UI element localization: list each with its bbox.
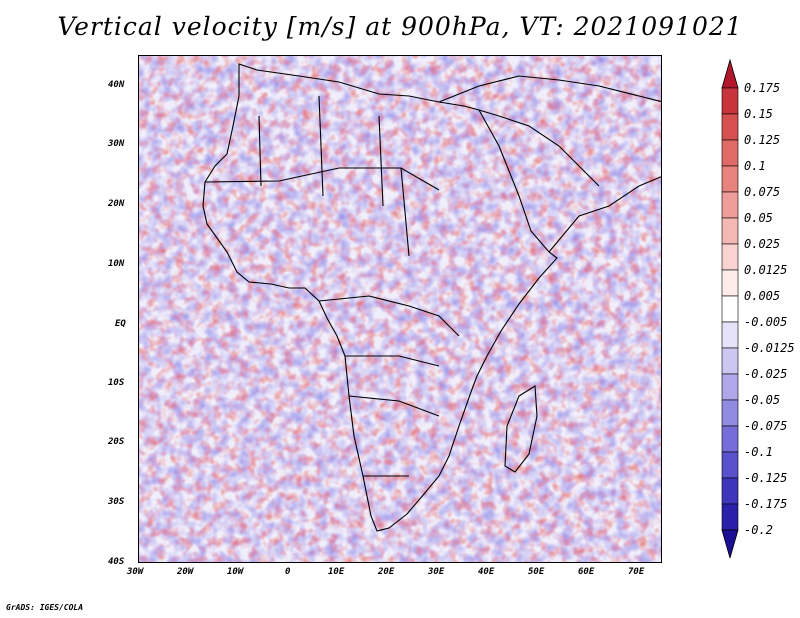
map-panel — [138, 55, 662, 563]
coastlines — [202, 63, 661, 532]
lon-label-10e: 10E — [328, 567, 345, 577]
colorbar-swatch-0 — [721, 58, 739, 89]
colorbar-label-16: -0.175 — [744, 497, 788, 511]
colorbar-label-1: 0.15 — [744, 107, 773, 121]
colorbar-swatch-14 — [721, 425, 739, 453]
colorbar-label-6: 0.025 — [744, 237, 781, 251]
colorbar-label-7: 0.0125 — [744, 263, 788, 277]
lat-label-eq: EQ — [115, 319, 126, 329]
lat-label-10n: 10N — [108, 259, 125, 269]
colorbar-swatch-3 — [721, 139, 739, 167]
lat-label-40n: 40N — [108, 80, 125, 90]
colorbar-swatch-4 — [721, 165, 739, 193]
lon-label-30e: 30E — [428, 567, 445, 577]
lat-label-20n: 20N — [108, 199, 125, 209]
lon-label-20w: 20W — [177, 567, 194, 577]
lon-label-10w: 10W — [227, 567, 244, 577]
colorbar-swatch-5 — [721, 191, 739, 219]
chart-title: Vertical velocity [m/s] at 900hPa, VT: 2… — [57, 12, 743, 41]
colorbar — [721, 58, 739, 558]
colorbar-label-10: -0.0125 — [744, 341, 795, 355]
colorbar-label-3: 0.1 — [744, 159, 766, 173]
lat-label-30n: 30N — [108, 139, 125, 149]
colorbar-swatch-10 — [721, 321, 739, 349]
colorbar-label-12: -0.05 — [744, 393, 781, 407]
lon-label-0: 0 — [285, 567, 291, 577]
colorbar-swatch-12 — [721, 373, 739, 401]
colorbar-label-14: -0.1 — [744, 445, 773, 459]
colorbar-swatch-7 — [721, 243, 739, 271]
colorbar-swatch-15 — [721, 451, 739, 479]
lon-label-50e: 50E — [528, 567, 545, 577]
colorbar-swatch-11 — [721, 347, 739, 375]
lon-label-20e: 20E — [378, 567, 395, 577]
lon-label-60e: 60E — [578, 567, 595, 577]
vertical-velocity-field — [139, 56, 661, 562]
colorbar-label-2: 0.125 — [744, 133, 781, 147]
lon-label-40e: 40E — [478, 567, 495, 577]
colorbar-label-13: -0.075 — [744, 419, 788, 433]
lat-label-20s: 20S — [108, 437, 125, 447]
lat-label-30s: 30S — [108, 497, 125, 507]
colorbar-label-11: -0.025 — [744, 367, 788, 381]
lat-label-10s: 10S — [108, 378, 125, 388]
colorbar-swatch-17 — [721, 503, 739, 531]
lon-label-30w: 30W — [127, 567, 144, 577]
grads-credit: GrADS: IGES/COLA — [6, 603, 84, 612]
colorbar-label-15: -0.125 — [744, 471, 788, 485]
colorbar-swatch-9 — [721, 295, 739, 323]
colorbar-label-9: -0.005 — [744, 315, 788, 329]
colorbar-label-0: 0.175 — [744, 81, 781, 95]
colorbar-swatch-6 — [721, 217, 739, 245]
colorbar-label-17: -0.2 — [744, 523, 773, 537]
colorbar-label-8: 0.005 — [744, 289, 781, 303]
colorbar-swatch-18 — [721, 529, 739, 558]
lon-label-70e: 70E — [628, 567, 645, 577]
colorbar-swatch-16 — [721, 477, 739, 505]
colorbar-label-5: 0.05 — [744, 211, 773, 225]
lat-label-40s: 40S — [108, 557, 125, 567]
colorbar-label-4: 0.075 — [744, 185, 781, 199]
colorbar-swatch-8 — [721, 269, 739, 297]
colorbar-swatch-1 — [721, 87, 739, 115]
colorbar-swatch-2 — [721, 113, 739, 141]
colorbar-swatch-13 — [721, 399, 739, 427]
